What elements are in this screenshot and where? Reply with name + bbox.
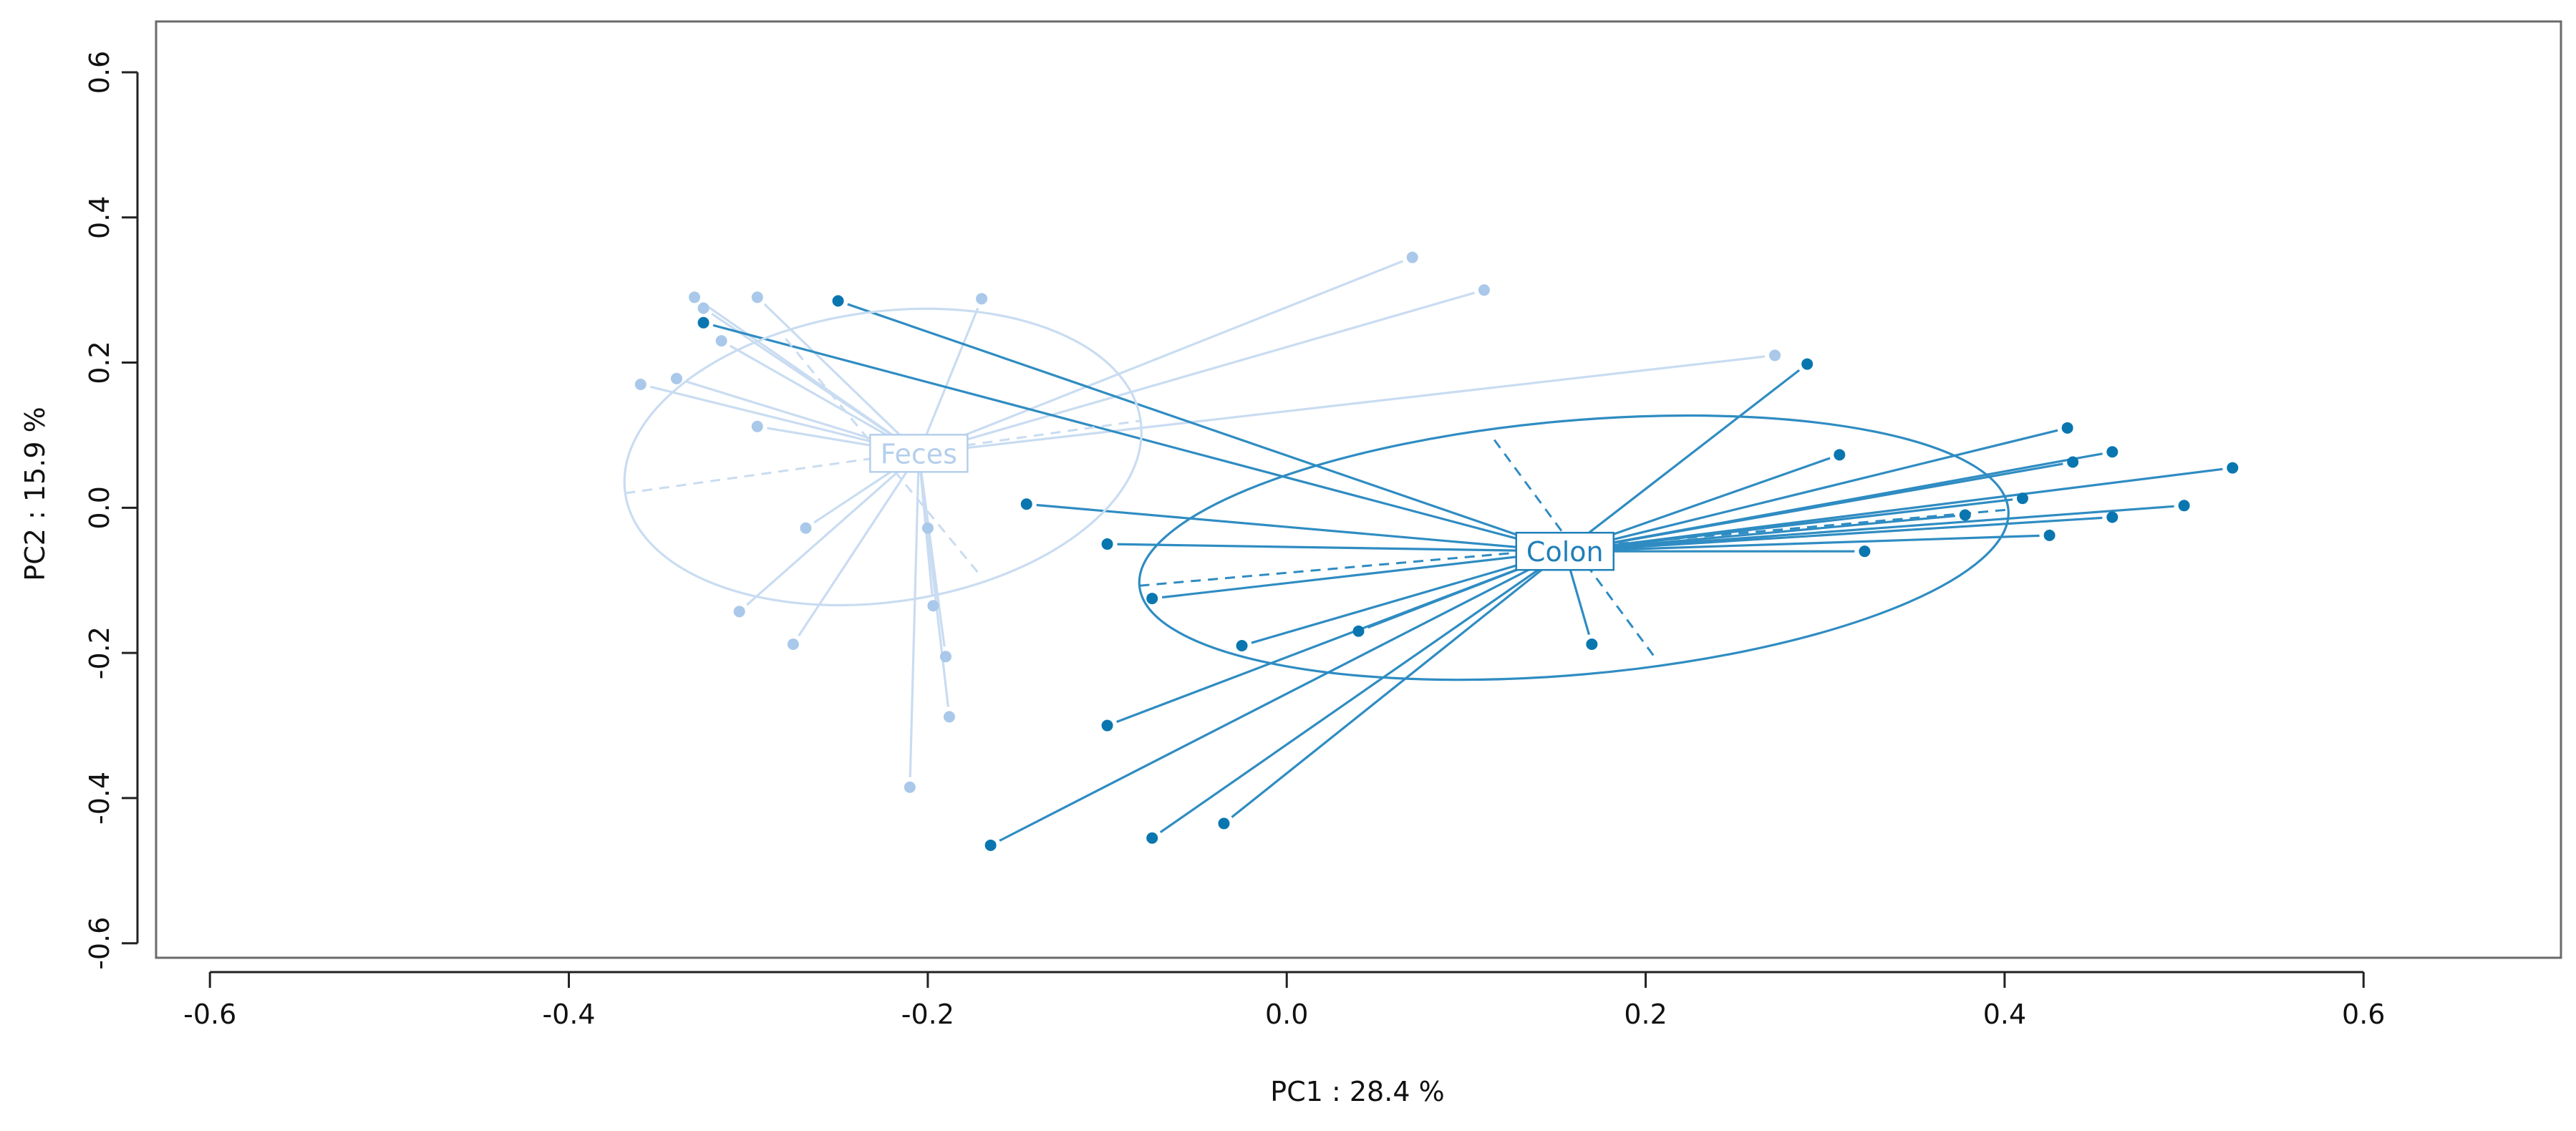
colon-spider-line (1251, 550, 1566, 644)
x-axis: -0.6 -0.4 -0.2 0.0 0.2 0.4 0.6 (183, 971, 2385, 1030)
colon-point (1801, 358, 1814, 370)
colon-spider-line (1116, 550, 1566, 724)
feces-spider-line (746, 452, 920, 606)
feces-point (689, 291, 701, 304)
colon-point (1218, 817, 1230, 830)
colon-point (1146, 593, 1158, 605)
x-tick-label: 0.4 (1983, 999, 2026, 1030)
feces-point (1406, 251, 1418, 263)
colon-spider-line (1564, 467, 2223, 553)
feces-point (1478, 284, 1490, 296)
x-tick-label: 0.6 (2342, 999, 2385, 1030)
y-tick-label: -0.6 (84, 917, 115, 970)
y-axis: -0.6 -0.4 -0.2 0.0 0.2 0.4 0.6 (84, 51, 139, 970)
feces-point (715, 335, 727, 347)
colon-point (2061, 422, 2073, 434)
feces-spider-line (917, 453, 949, 707)
plot-frame (155, 20, 2562, 959)
y-tick-label: 0.4 (84, 196, 115, 239)
colon-spider-line (1564, 369, 1801, 553)
x-tick-label: 0.0 (1265, 999, 1308, 1030)
colon-spider-line (712, 324, 1566, 553)
feces-point (670, 372, 682, 384)
feces-spider-line (918, 291, 1475, 455)
colon-spider-line (1036, 503, 1565, 553)
feces-point (904, 781, 916, 793)
group-labels: Feces Colon (869, 434, 1615, 571)
y-tick-label: -0.4 (84, 772, 115, 825)
feces-point (800, 522, 812, 534)
colon-point (984, 839, 997, 851)
colon-point (1146, 832, 1158, 844)
colon-point (832, 295, 844, 307)
feces-point (976, 293, 988, 305)
colon-point (697, 316, 710, 329)
x-axis-title: PC1 : 28.4 % (1270, 1076, 1444, 1107)
feces-point (733, 606, 745, 618)
feces-point (943, 711, 955, 723)
colon-spider-line (1231, 550, 1566, 818)
colon-spider-line (847, 303, 1566, 553)
x-tick-label: -0.4 (542, 999, 595, 1030)
x-tick-label: 0.2 (1624, 999, 1667, 1030)
feces-label-box (869, 434, 969, 473)
colon-point (2227, 462, 2239, 474)
colon-spider-line (1159, 550, 1566, 834)
feces-group-label: Feces (881, 438, 957, 470)
feces-spider-line (909, 453, 920, 777)
feces-spider-line (919, 355, 1766, 455)
colon-point (1352, 625, 1365, 637)
colon-point (1834, 449, 1846, 461)
colon-spider-line (1564, 452, 2103, 553)
x-tick-label: -0.6 (183, 999, 236, 1030)
feces-spider-line (918, 260, 1404, 455)
colon-spider-line (1117, 543, 1565, 553)
y-tick-label: 0.6 (84, 51, 115, 94)
sample-points (634, 251, 2239, 851)
feces-spider-line (711, 313, 920, 455)
colon-point (2016, 492, 2028, 505)
y-axis-title: PC2 : 15.9 % (19, 407, 51, 581)
feces-point (1769, 349, 1781, 361)
colon-point (2178, 500, 2190, 512)
feces-point (787, 638, 799, 650)
colon-point (1101, 719, 1113, 732)
feces-point (751, 291, 763, 304)
y-tick-label: 0.2 (84, 341, 115, 384)
colon-point (1020, 498, 1032, 510)
spider-lines (650, 260, 2223, 842)
colon-point (1236, 640, 1248, 651)
y-tick-label: 0.0 (84, 486, 115, 529)
colon-spider-line (1564, 534, 2040, 553)
colon-spider-line (1564, 505, 2174, 553)
colon-spider-line (1161, 550, 1565, 599)
feces-point (939, 651, 952, 663)
y-tick-label: -0.2 (84, 626, 115, 679)
colon-spider-line (999, 550, 1566, 842)
colon-point (1959, 509, 1971, 521)
feces-point (751, 420, 763, 432)
colon-label-box (1515, 531, 1615, 571)
colon-point (1586, 638, 1598, 650)
feces-point (921, 522, 934, 534)
colon-spider-line (1564, 429, 2058, 553)
colon-point (2067, 456, 2079, 468)
colon-group-label: Colon (1526, 536, 1604, 568)
feces-point (927, 600, 939, 612)
confidence-ellipses (623, 307, 2010, 681)
colon-point (2106, 511, 2119, 523)
colon-point (2106, 446, 2119, 458)
feces-point (697, 302, 710, 314)
x-tick-label: -0.2 (901, 999, 954, 1030)
colon-point (1859, 545, 1871, 558)
colon-point (1101, 538, 1113, 550)
feces-spider-line (917, 307, 979, 454)
colon-point (2043, 529, 2056, 541)
feces-point (634, 378, 647, 390)
